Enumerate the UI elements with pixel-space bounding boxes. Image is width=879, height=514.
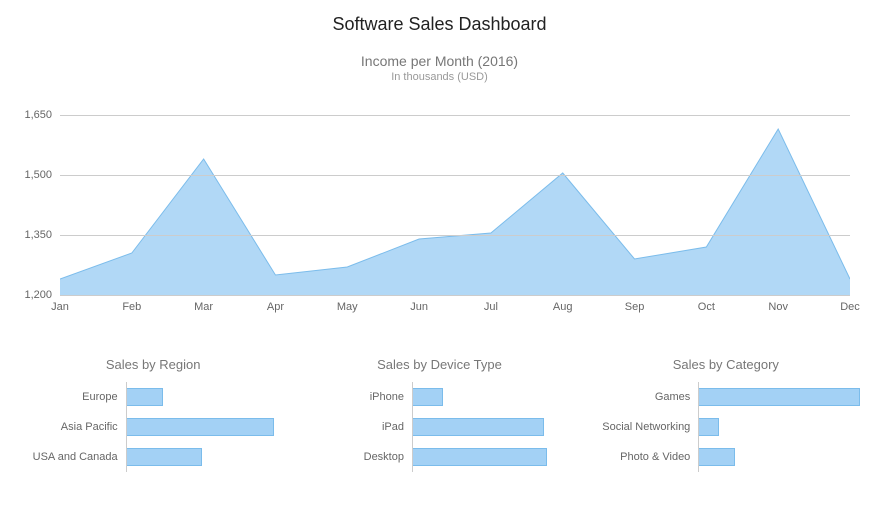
bar-row: iPad bbox=[302, 412, 577, 442]
bar-chart: Sales by Region Europe Asia Pacific USA and… bbox=[16, 357, 291, 472]
area-svg bbox=[60, 115, 850, 295]
bar-fill bbox=[413, 418, 544, 436]
bar-label: Desktop bbox=[302, 451, 412, 463]
bar-fill bbox=[699, 448, 735, 466]
bar-charts-row: Sales by Region Europe Asia Pacific USA and… bbox=[0, 357, 879, 472]
bar-fill bbox=[127, 448, 202, 466]
area-chart-subtitle: In thousands (USD) bbox=[0, 71, 879, 83]
x-axis-tick: Oct bbox=[698, 301, 715, 313]
x-axis-tick: Mar bbox=[194, 301, 213, 313]
bar-track bbox=[412, 382, 577, 412]
bar-track bbox=[698, 442, 863, 472]
bar-fill bbox=[127, 388, 163, 406]
bar-track bbox=[126, 382, 291, 412]
x-axis-tick: Dec bbox=[840, 301, 860, 313]
bar-chart-title: Sales by Category bbox=[588, 357, 863, 372]
bar-chart-title: Sales by Device Type bbox=[302, 357, 577, 372]
y-axis-tick: 1,200 bbox=[24, 289, 52, 301]
bar-track bbox=[412, 442, 577, 472]
x-axis-tick: Nov bbox=[768, 301, 788, 313]
bar-track bbox=[126, 412, 291, 442]
bar-label: USA and Canada bbox=[16, 451, 126, 463]
bar-row: Social Networking bbox=[588, 412, 863, 442]
bar-chart-title: Sales by Region bbox=[16, 357, 291, 372]
bar-row: Europe bbox=[16, 382, 291, 412]
x-axis-tick: Aug bbox=[553, 301, 573, 313]
bar-label: Asia Pacific bbox=[16, 421, 126, 433]
gridline bbox=[60, 235, 850, 236]
x-axis-tick: Feb bbox=[122, 301, 141, 313]
x-axis-tick: May bbox=[337, 301, 358, 313]
x-axis-tick: Sep bbox=[625, 301, 645, 313]
bar-track bbox=[412, 412, 577, 442]
x-axis-tick: Jan bbox=[51, 301, 69, 313]
bar-row: Desktop bbox=[302, 442, 577, 472]
y-axis-tick: 1,650 bbox=[24, 109, 52, 121]
dashboard-title: Software Sales Dashboard bbox=[0, 0, 879, 35]
bar-row: Games bbox=[588, 382, 863, 412]
y-axis-tick: 1,500 bbox=[24, 169, 52, 181]
bar-chart: Sales by Device Type iPhone iPad Desktop bbox=[302, 357, 577, 472]
bar-chart: Sales by Category Games Social Networking P… bbox=[588, 357, 863, 472]
area-chart-title: Income per Month (2016) bbox=[0, 53, 879, 69]
gridline bbox=[60, 115, 850, 116]
bar-track bbox=[698, 412, 863, 442]
x-axis-tick: Jul bbox=[484, 301, 498, 313]
bar-label: iPad bbox=[302, 421, 412, 433]
bar-row: iPhone bbox=[302, 382, 577, 412]
area-chart-section: Income per Month (2016) In thousands (US… bbox=[0, 53, 879, 333]
bar-fill bbox=[699, 388, 860, 406]
x-axis-tick: Jun bbox=[410, 301, 428, 313]
bar-label: Social Networking bbox=[588, 421, 698, 433]
bar-fill bbox=[127, 418, 275, 436]
bar-label: Games bbox=[588, 391, 698, 403]
x-axis-tick: Apr bbox=[267, 301, 284, 313]
bar-track bbox=[698, 382, 863, 412]
bar-row: USA and Canada bbox=[16, 442, 291, 472]
bar-row: Asia Pacific bbox=[16, 412, 291, 442]
bar-track bbox=[126, 442, 291, 472]
bar-row: Photo & Video bbox=[588, 442, 863, 472]
bar-fill bbox=[413, 448, 547, 466]
gridline bbox=[60, 175, 850, 176]
area-chart: 1,2001,3501,5001,650JanFebMarAprMayJunJu… bbox=[60, 115, 850, 295]
y-axis-tick: 1,350 bbox=[24, 229, 52, 241]
area-fill bbox=[60, 129, 850, 295]
bar-label: Europe bbox=[16, 391, 126, 403]
bar-fill bbox=[699, 418, 719, 436]
bar-label: iPhone bbox=[302, 391, 412, 403]
bar-label: Photo & Video bbox=[588, 451, 698, 463]
bar-fill bbox=[413, 388, 443, 406]
gridline bbox=[60, 295, 850, 296]
